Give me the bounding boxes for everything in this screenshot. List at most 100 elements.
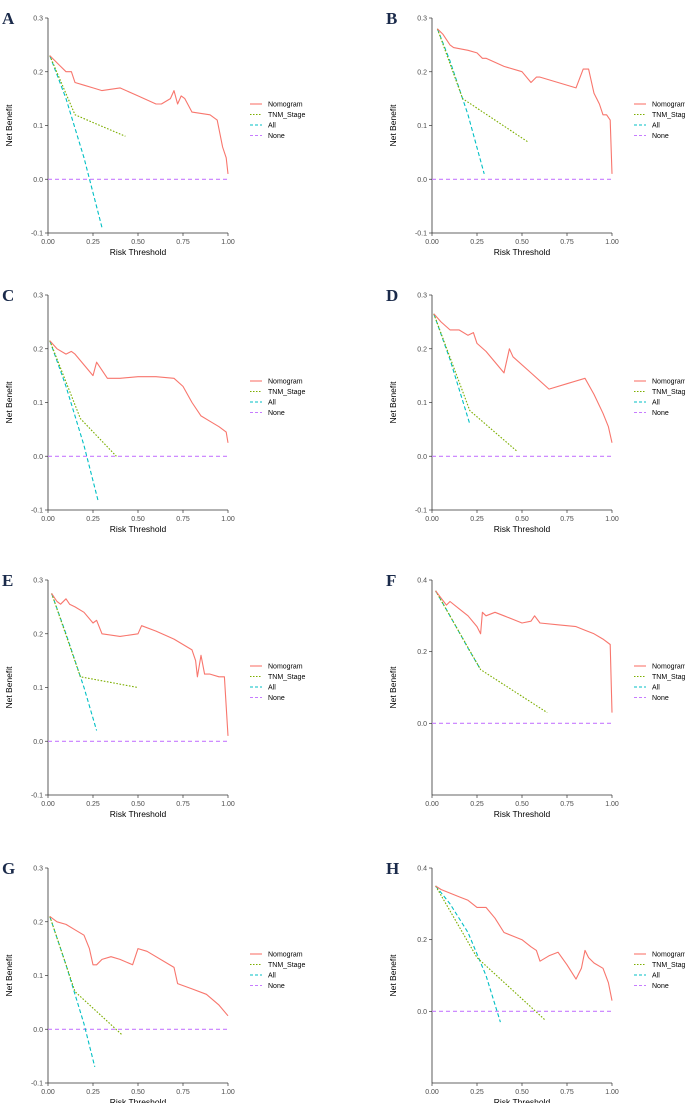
- y-tick-label: 0.0: [33, 454, 43, 461]
- x-tick-label: 0.75: [176, 1089, 190, 1096]
- panel-letter: D: [386, 286, 398, 305]
- y-tick-label: 0.0: [417, 454, 427, 461]
- legend-label: None: [652, 133, 669, 140]
- y-tick-label: 0.1: [33, 685, 43, 692]
- x-axis-title: Risk Threshold: [494, 809, 551, 819]
- y-tick-label: 0.2: [33, 631, 43, 638]
- series-line-nomogram: [433, 313, 613, 443]
- y-tick-label: 0.0: [417, 721, 427, 728]
- y-tick-label: 0.2: [417, 649, 427, 656]
- series-line-tnm-stage: [433, 313, 517, 452]
- panel-c: C -0.1 0.0 0.1 0.2 0.3 0.00 0.25 0.50 0.75 1.00 Ris…: [2, 286, 305, 534]
- x-tick-label: 0.00: [425, 1089, 439, 1096]
- panel-letter: F: [386, 571, 396, 590]
- x-tick-label: 1.00: [221, 1089, 235, 1096]
- y-tick-label: 0.0: [33, 177, 43, 184]
- legend-label: None: [268, 695, 285, 702]
- x-tick-label: 0.25: [86, 801, 100, 808]
- panel-letter: C: [2, 286, 14, 305]
- x-tick-label: 1.00: [221, 801, 235, 808]
- legend-label: None: [652, 695, 669, 702]
- y-tick-label: 0.2: [417, 937, 427, 944]
- x-tick-label: 0.00: [41, 801, 55, 808]
- x-tick-label: 1.00: [605, 801, 619, 808]
- panel-a: A -0.1 0.0 0.1 0.2 0.3 0.00 0.25 0.50 0.75 1.00 Ris…: [2, 9, 305, 257]
- x-axis-title: Risk Threshold: [110, 809, 167, 819]
- series-line-all: [436, 28, 485, 175]
- series-line-tnm-stage: [49, 55, 126, 137]
- x-tick-label: 0.00: [425, 516, 439, 523]
- y-tick-label: 0.1: [417, 400, 427, 407]
- legend-label: Nomogram: [652, 664, 685, 671]
- y-tick-label: 0.2: [33, 69, 43, 76]
- x-axis-title: Risk Threshold: [494, 1097, 551, 1103]
- x-axis-title: Risk Threshold: [110, 247, 167, 257]
- x-tick-label: 0.25: [470, 239, 484, 246]
- legend-label: All: [268, 123, 276, 130]
- x-axis-title: Risk Threshold: [494, 524, 551, 534]
- x-axis-title: Risk Threshold: [494, 247, 551, 257]
- y-tick-label: 0.3: [417, 293, 427, 300]
- x-tick-label: 0.50: [515, 801, 529, 808]
- series-line-nomogram: [435, 590, 613, 713]
- y-tick-label: 0.3: [417, 16, 427, 23]
- x-tick-label: 0.25: [470, 516, 484, 523]
- x-tick-label: 0.75: [560, 1089, 574, 1096]
- series-line-all: [51, 593, 98, 731]
- series-line-tnm-stage: [51, 593, 139, 689]
- series-line-tnm-stage: [49, 916, 123, 1036]
- x-tick-label: 0.50: [131, 801, 145, 808]
- x-tick-label: 0.50: [131, 1089, 145, 1096]
- x-tick-label: 0.50: [515, 239, 529, 246]
- panel-e: E -0.1 0.0 0.1 0.2 0.3 0.00 0.25 0.50 0.75 1.00 Ris…: [2, 571, 305, 819]
- legend-label: TNM_Stage: [268, 962, 305, 969]
- x-tick-label: 0.75: [176, 801, 190, 808]
- legend-label: Nomogram: [652, 379, 685, 386]
- legend-label: TNM_Stage: [652, 389, 685, 396]
- y-tick-label: -0.1: [31, 231, 43, 238]
- x-tick-label: 1.00: [605, 516, 619, 523]
- x-tick-label: 0.00: [41, 239, 55, 246]
- x-tick-label: 0.25: [470, 1089, 484, 1096]
- series-line-tnm-stage: [435, 590, 548, 714]
- panel-letter: B: [386, 9, 397, 28]
- legend-label: Nomogram: [268, 664, 303, 671]
- y-axis-title: Net Benefit: [4, 954, 14, 997]
- series-line-nomogram: [49, 55, 229, 174]
- series-line-nomogram: [51, 593, 229, 736]
- x-tick-label: 0.75: [560, 239, 574, 246]
- x-axis-title: Risk Threshold: [110, 1097, 167, 1103]
- legend-label: None: [652, 410, 669, 417]
- legend-label: All: [652, 123, 660, 130]
- y-tick-label: -0.1: [415, 231, 427, 238]
- y-axis-title: Net Benefit: [4, 666, 14, 709]
- legend-label: TNM_Stage: [652, 112, 685, 119]
- legend-label: All: [652, 973, 660, 980]
- x-tick-label: 1.00: [221, 516, 235, 523]
- legend-label: All: [652, 685, 660, 692]
- x-tick-label: 0.75: [176, 239, 190, 246]
- y-tick-label: 0.2: [33, 919, 43, 926]
- legend-label: TNM_Stage: [268, 389, 305, 396]
- series-line-tnm-stage: [435, 885, 546, 1021]
- series-line-nomogram: [435, 885, 613, 1001]
- x-tick-label: 0.50: [515, 1089, 529, 1096]
- series-line-nomogram: [437, 28, 613, 174]
- x-tick-label: 0.25: [470, 801, 484, 808]
- y-axis-title: Net Benefit: [388, 666, 398, 709]
- series-line-nomogram: [49, 915, 229, 1017]
- x-tick-label: 0.75: [176, 516, 190, 523]
- legend-label: Nomogram: [268, 379, 303, 386]
- y-tick-label: 0.1: [33, 400, 43, 407]
- legend-label: None: [652, 983, 669, 990]
- x-tick-label: 0.50: [131, 239, 145, 246]
- series-line-tnm-stage: [436, 28, 528, 143]
- y-tick-label: 0.1: [33, 123, 43, 130]
- series-line-all: [49, 916, 96, 1068]
- x-tick-label: 1.00: [605, 239, 619, 246]
- x-tick-label: 0.00: [41, 1089, 55, 1096]
- y-axis-title: Net Benefit: [388, 381, 398, 424]
- panel-h: H 0.0 0.2 0.4 0.00 0.25 0.50 0.75 1.00 Risk Thres…: [386, 859, 685, 1103]
- y-axis-title: Net Benefit: [388, 954, 398, 997]
- legend-label: TNM_Stage: [652, 674, 685, 681]
